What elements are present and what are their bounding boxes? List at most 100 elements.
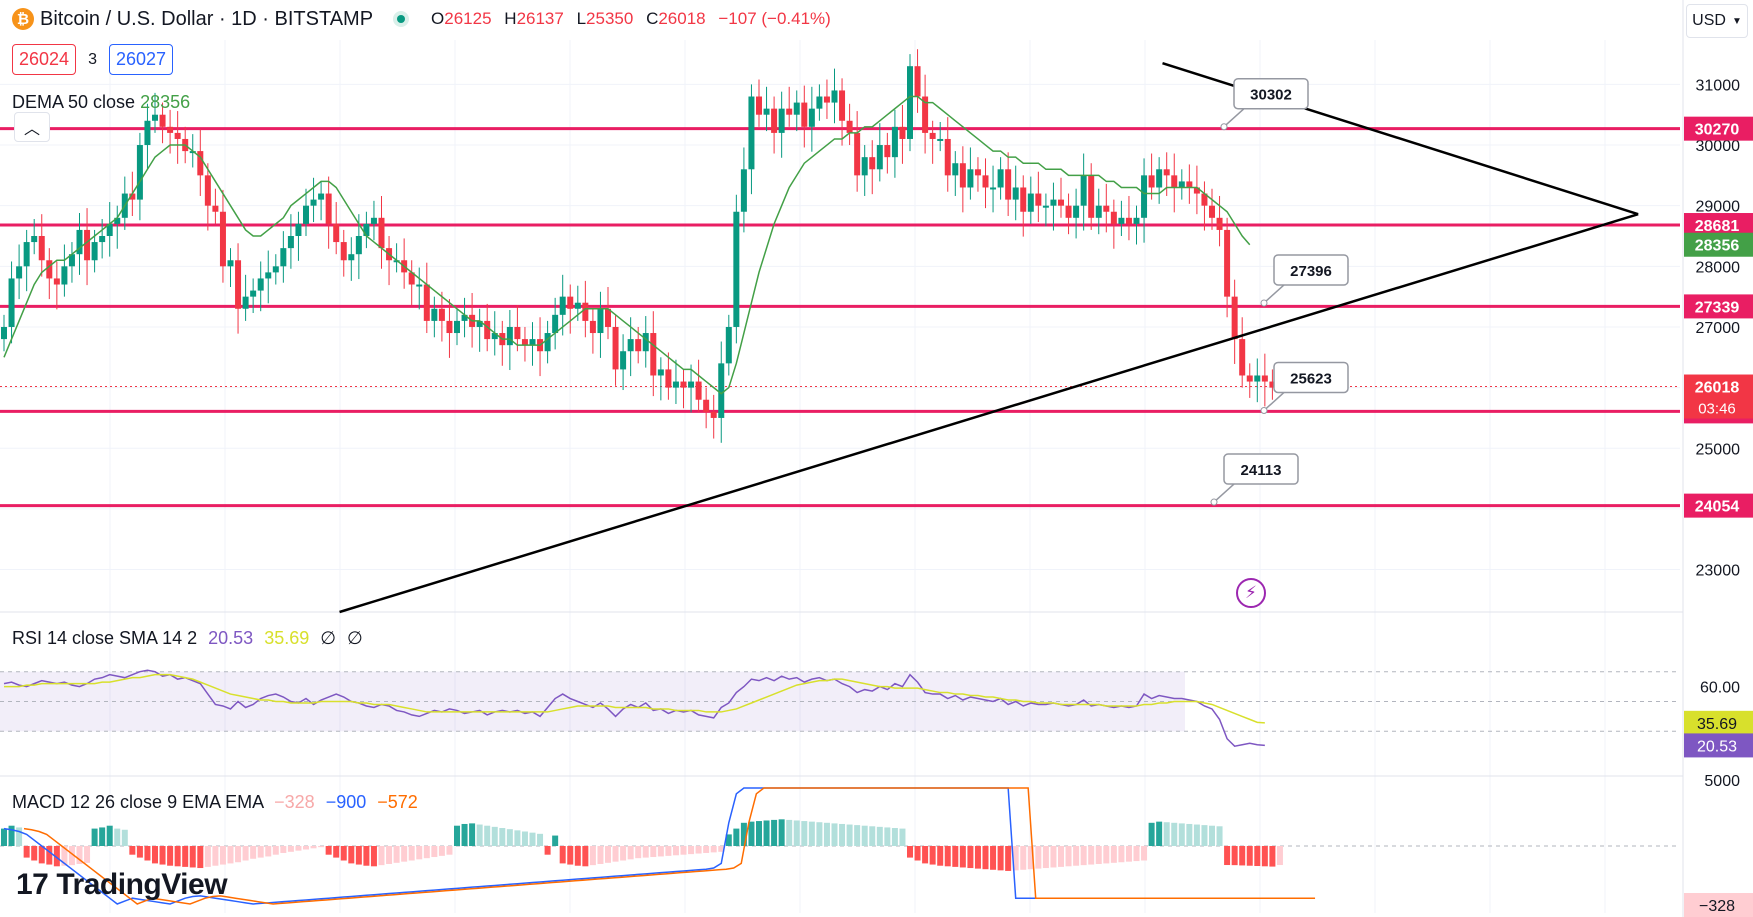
candle-body [31, 236, 38, 243]
macd-histogram-bar [680, 846, 687, 855]
candle-body [861, 157, 868, 176]
candle-body [997, 169, 1004, 188]
macd-histogram-bar [967, 846, 974, 869]
macd-histogram-bar [552, 835, 559, 846]
chevron-down-icon: ▼ [1731, 15, 1742, 27]
candle-body [1209, 205, 1215, 218]
callout-text: 30302 [1250, 87, 1292, 104]
buy-button[interactable]: 26027 [108, 44, 174, 75]
candle-body [129, 193, 136, 200]
candle-body [1042, 205, 1049, 208]
rsi-legend[interactable]: RSI 14 close SMA 14 2 20.53 35.69 ∅ ∅ [12, 628, 363, 649]
callout-pointer [1213, 483, 1235, 503]
macd-histogram-bar [1276, 846, 1283, 866]
macd-histogram-bar [650, 846, 657, 858]
macd-histogram-bar [386, 846, 393, 864]
candle-body [1005, 169, 1012, 200]
macd-histogram-bar [454, 825, 460, 846]
callout-pointer [1263, 284, 1285, 304]
macd-histogram-bar [212, 846, 219, 866]
candle-body [1058, 199, 1064, 206]
candle-body [152, 114, 158, 121]
collapse-legend-button[interactable]: ︿ [14, 112, 50, 142]
macd-histogram-bar [378, 846, 385, 866]
macd-histogram-bar [99, 827, 106, 846]
lightning-event-icon[interactable]: ⚡ [1236, 578, 1266, 608]
candle-body [620, 351, 627, 370]
candle-body [929, 132, 936, 139]
candle-body [937, 138, 944, 141]
macd-histogram-bar [808, 821, 815, 846]
macd-histogram-bar [8, 825, 15, 846]
candle-body [159, 114, 166, 127]
macd-histogram-bar [521, 831, 528, 846]
candle-body [710, 411, 717, 418]
macd-histogram-bar [725, 834, 732, 846]
macd-histogram-bar [937, 846, 944, 866]
candle-body [650, 333, 657, 376]
candle-body [1073, 205, 1080, 218]
candle-body [68, 254, 75, 267]
macd-histogram-bar [423, 846, 430, 859]
macd-histogram-bar [1246, 846, 1253, 866]
candle-body [1156, 169, 1163, 188]
candle-body [348, 254, 355, 261]
candle-body [280, 248, 287, 267]
candle-body [250, 290, 257, 297]
macd-histogram-bar [257, 846, 264, 858]
macd-histogram-bar [974, 846, 981, 869]
macd-histogram-bar [1209, 825, 1215, 846]
macd-histogram-bar [1224, 846, 1231, 866]
candle-body [635, 339, 642, 352]
macd-histogram-bar [1231, 846, 1238, 866]
sell-button[interactable]: 26024 [12, 44, 77, 75]
candle-body [854, 132, 861, 176]
callout-pointer [1223, 108, 1245, 128]
macd-histogram-bar [861, 825, 868, 846]
candle-body [574, 302, 581, 309]
macd-histogram-bar [310, 846, 317, 849]
macd-histogram-bar [627, 846, 634, 860]
callout-anchor [1210, 498, 1218, 506]
candle-body [627, 339, 634, 352]
macd-histogram-bar [740, 822, 747, 846]
macd-histogram-bar [159, 846, 166, 865]
candle-body [1035, 193, 1042, 206]
candle-body [756, 96, 762, 115]
macd-histogram-bar [355, 846, 362, 865]
macd-histogram-bar [1020, 846, 1027, 870]
macd-histogram-bar [16, 827, 23, 846]
macd-histogram-bar [84, 846, 91, 863]
macd-histogram-bar [756, 821, 762, 846]
candle-body [914, 66, 921, 97]
triangle-lower-trendline [339, 212, 1639, 614]
candle-body [1103, 205, 1110, 212]
candle-body [1231, 296, 1238, 340]
currency-selector[interactable]: USD ▼ [1686, 4, 1748, 38]
last-price-axis-label: 26018 [1695, 380, 1740, 397]
macd-histogram-bar [1050, 846, 1057, 868]
level-axis-label: 27339 [1695, 299, 1740, 316]
symbol-title[interactable]: Bitcoin / U.S. Dollar · 1D · BITSTAMP [40, 7, 374, 30]
dema-legend[interactable]: DEMA 50 close 28356 [12, 92, 190, 113]
dema-line [3, 95, 1251, 395]
callout-anchor [1260, 406, 1268, 414]
macd-histogram-bar [227, 846, 234, 864]
macd-tick: 5000 [1704, 773, 1740, 790]
macd-histogram-bar [38, 846, 45, 864]
macd-histogram-bar [1178, 823, 1185, 846]
candle-body [1080, 175, 1087, 206]
candle-body [212, 205, 219, 212]
candle-body [1125, 217, 1132, 224]
macd-histogram-bar [914, 846, 921, 861]
candle-body [484, 320, 491, 340]
macd-histogram-bar [446, 846, 453, 855]
candle-body [990, 187, 997, 190]
macd-histogram-bar [235, 846, 242, 863]
macd-histogram-bar [76, 846, 83, 864]
tradingview-logo[interactable]: 17 TradingView [16, 868, 228, 902]
macd-histogram-bar [182, 846, 189, 867]
candle-body [944, 138, 951, 176]
macd-legend[interactable]: MACD 12 26 close 9 EMA EMA −328 −900 −57… [12, 792, 418, 813]
